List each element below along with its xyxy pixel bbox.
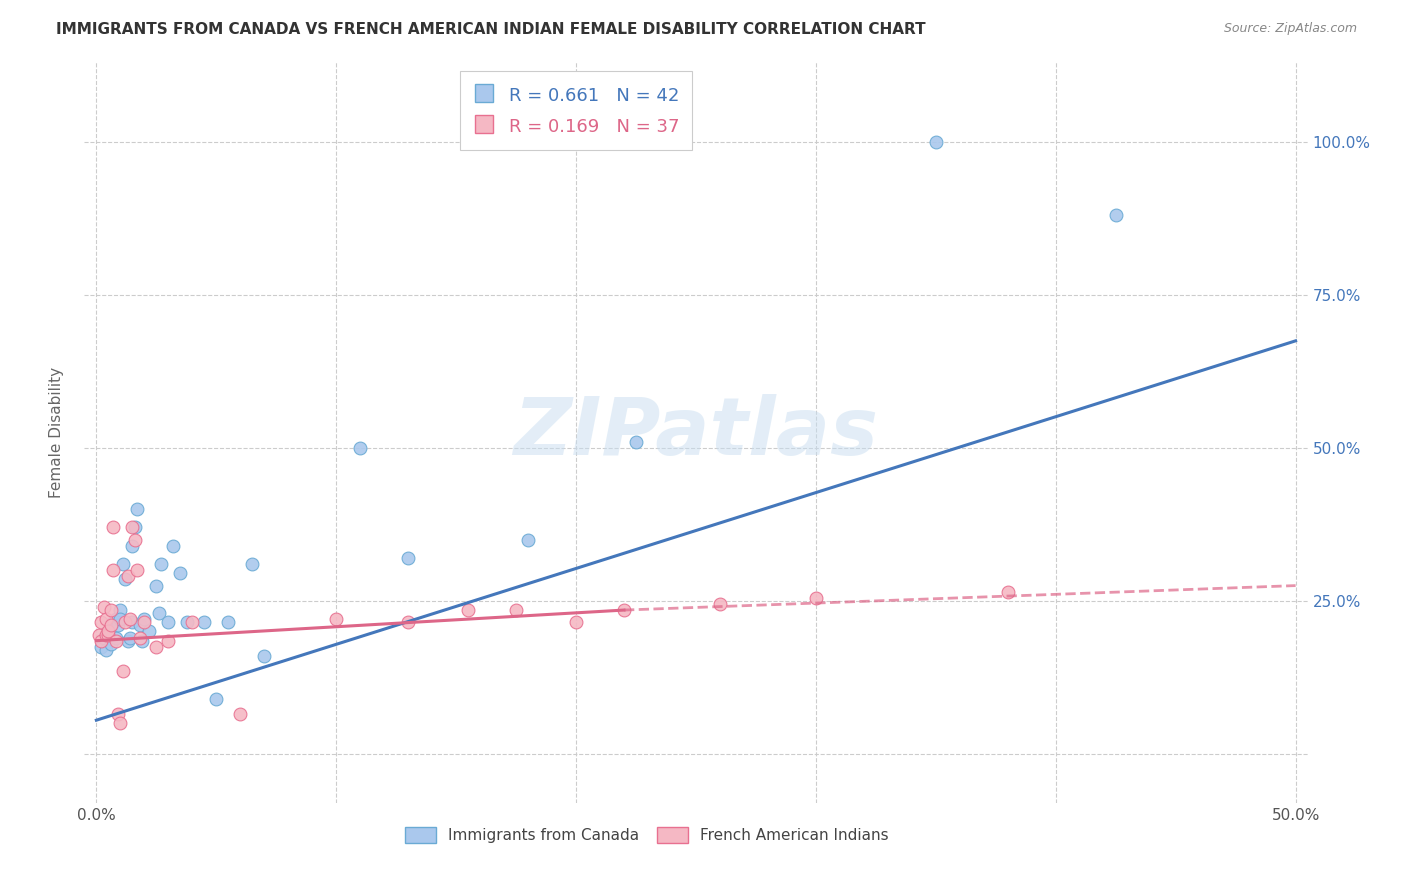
Point bbox=[110, 612, 132, 626]
Point bbox=[157, 615, 180, 630]
Point bbox=[157, 633, 180, 648]
Point bbox=[87, 627, 110, 641]
Point bbox=[121, 615, 143, 630]
Point bbox=[145, 578, 167, 592]
Point bbox=[100, 603, 122, 617]
Point bbox=[253, 648, 276, 663]
Point bbox=[117, 633, 139, 648]
Point bbox=[1105, 208, 1128, 222]
Point bbox=[107, 618, 129, 632]
Point bbox=[117, 569, 139, 583]
Point bbox=[101, 520, 124, 534]
Point bbox=[145, 640, 167, 654]
Point bbox=[804, 591, 827, 605]
Point bbox=[148, 606, 170, 620]
Point bbox=[457, 603, 479, 617]
Point bbox=[138, 624, 160, 639]
Point bbox=[90, 640, 112, 654]
Legend: Immigrants from Canada, French American Indians: Immigrants from Canada, French American … bbox=[398, 820, 897, 851]
Point bbox=[97, 624, 120, 639]
Point bbox=[104, 612, 127, 626]
Point bbox=[118, 612, 141, 626]
Point bbox=[134, 615, 156, 630]
Text: ZIPatlas: ZIPatlas bbox=[513, 393, 879, 472]
Point bbox=[997, 584, 1019, 599]
Point bbox=[124, 520, 146, 534]
Point bbox=[110, 716, 132, 731]
Text: IMMIGRANTS FROM CANADA VS FRENCH AMERICAN INDIAN FEMALE DISABILITY CORRELATION C: IMMIGRANTS FROM CANADA VS FRENCH AMERICA… bbox=[56, 22, 927, 37]
Point bbox=[229, 707, 252, 722]
Point bbox=[111, 665, 134, 679]
Point bbox=[565, 615, 588, 630]
Point bbox=[505, 603, 527, 617]
Point bbox=[925, 135, 948, 149]
Point bbox=[131, 633, 153, 648]
Point bbox=[396, 551, 419, 566]
Point bbox=[709, 597, 731, 611]
Point bbox=[128, 618, 150, 632]
Point bbox=[101, 615, 124, 630]
Point bbox=[94, 627, 117, 641]
Y-axis label: Female Disability: Female Disability bbox=[49, 367, 63, 499]
Point bbox=[121, 539, 143, 553]
Point bbox=[110, 603, 132, 617]
Point bbox=[100, 618, 122, 632]
Point bbox=[94, 643, 117, 657]
Point bbox=[90, 633, 112, 648]
Point bbox=[217, 615, 239, 630]
Point bbox=[181, 615, 204, 630]
Point bbox=[100, 618, 122, 632]
Point bbox=[169, 566, 191, 581]
Text: Source: ZipAtlas.com: Source: ZipAtlas.com bbox=[1223, 22, 1357, 36]
Point bbox=[97, 624, 120, 639]
Point bbox=[100, 637, 122, 651]
Point bbox=[396, 615, 419, 630]
Point bbox=[93, 599, 115, 614]
Point bbox=[118, 631, 141, 645]
Point bbox=[111, 557, 134, 571]
Point bbox=[114, 615, 136, 630]
Point bbox=[90, 615, 112, 630]
Point bbox=[94, 612, 117, 626]
Point bbox=[121, 520, 143, 534]
Point bbox=[624, 434, 647, 449]
Point bbox=[193, 615, 215, 630]
Point bbox=[104, 633, 127, 648]
Point bbox=[349, 441, 371, 455]
Point bbox=[101, 563, 124, 577]
Point bbox=[162, 539, 184, 553]
Point bbox=[134, 612, 156, 626]
Point bbox=[114, 573, 136, 587]
Point bbox=[325, 612, 347, 626]
Point bbox=[128, 631, 150, 645]
Point bbox=[107, 707, 129, 722]
Point bbox=[127, 502, 149, 516]
Point bbox=[205, 691, 228, 706]
Point bbox=[124, 533, 146, 547]
Point bbox=[517, 533, 540, 547]
Point bbox=[240, 557, 263, 571]
Point bbox=[97, 627, 120, 641]
Point bbox=[150, 557, 173, 571]
Point bbox=[613, 603, 636, 617]
Point bbox=[104, 631, 127, 645]
Point bbox=[176, 615, 198, 630]
Point bbox=[127, 563, 149, 577]
Point bbox=[93, 631, 115, 645]
